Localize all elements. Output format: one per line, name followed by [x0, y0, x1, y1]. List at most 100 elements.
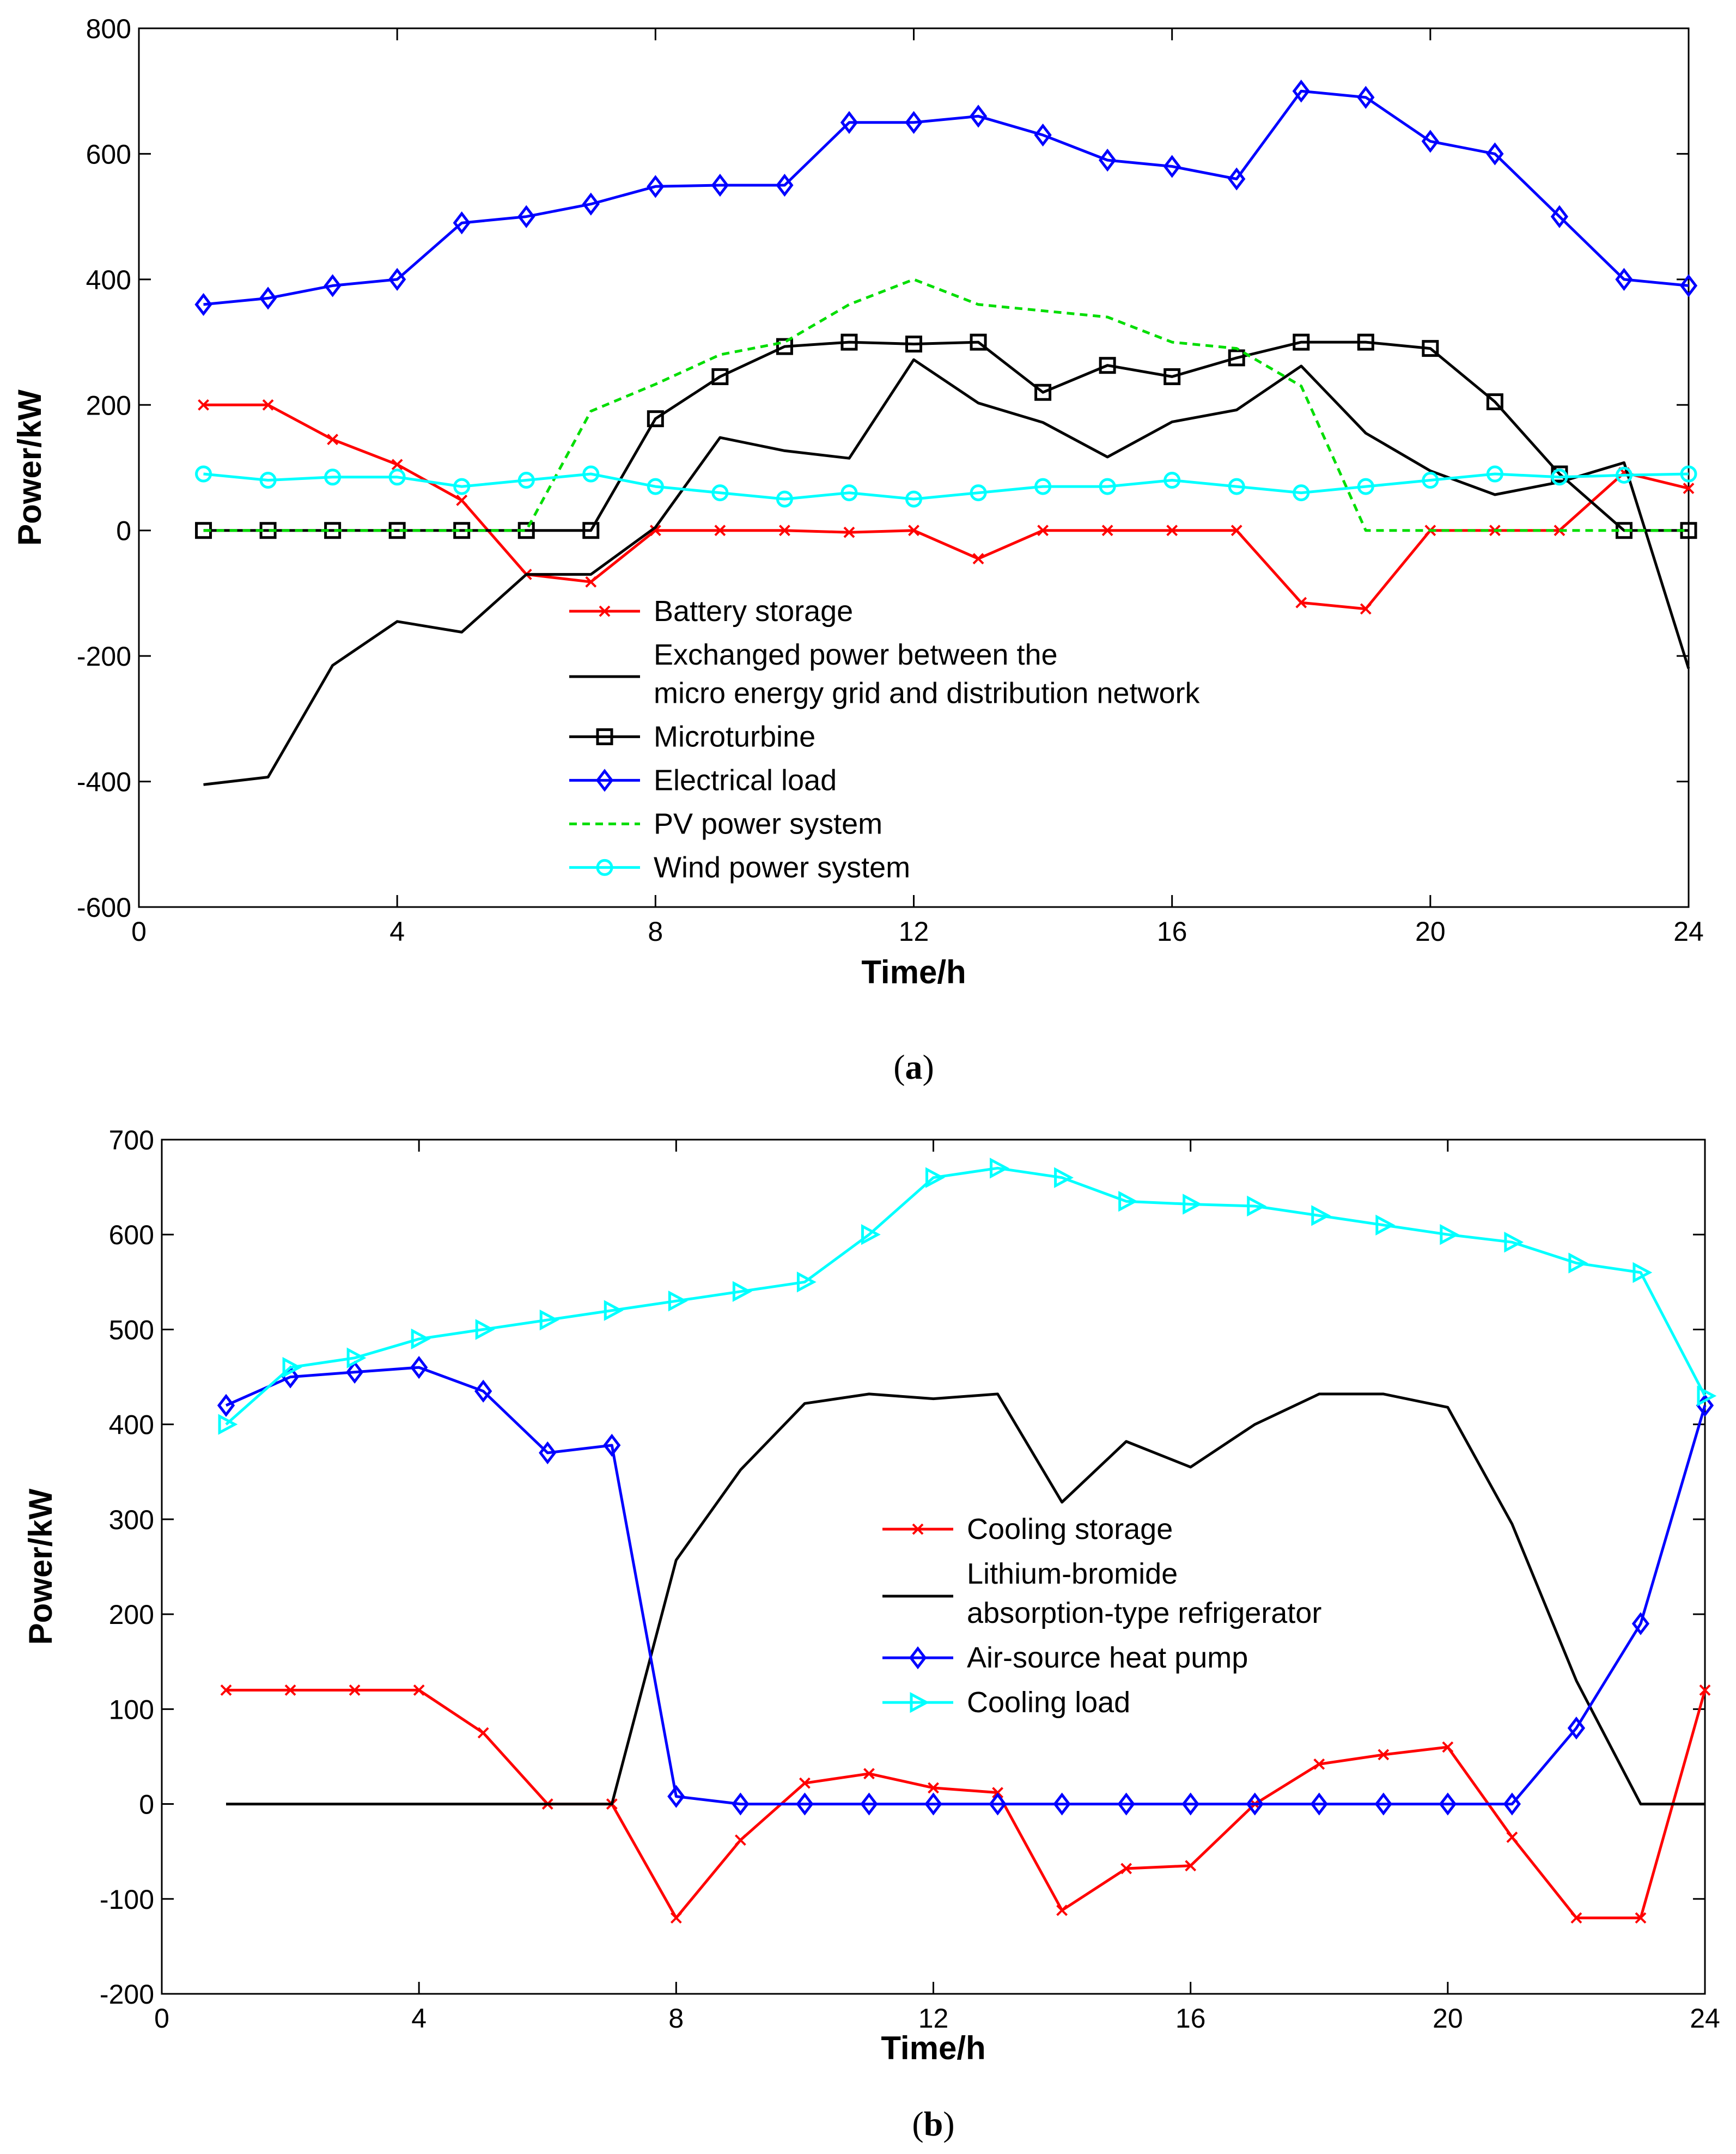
data-point	[905, 490, 922, 508]
data-point	[647, 478, 664, 495]
x-tick-label: 16	[1175, 2003, 1206, 2034]
data-point	[1567, 1717, 1586, 1740]
data-point	[1697, 1385, 1717, 1407]
legend-a: Battery storage Exchanged power between …	[569, 595, 1200, 884]
legend-b: Cooling storage Lithium-bromide absorpti…	[882, 1513, 1321, 1719]
legend-label: PV power system	[654, 807, 882, 840]
data-point	[1360, 603, 1372, 615]
panel-caption-b: (b)	[912, 2104, 954, 2143]
data-point	[860, 1792, 878, 1816]
data-point	[1293, 484, 1310, 502]
data-point	[259, 287, 277, 310]
series-exchanged-power-between-the	[203, 358, 1690, 786]
data-point	[324, 468, 342, 486]
legend-label: Air-source heat pump	[967, 1641, 1248, 1674]
data-point	[1570, 1912, 1582, 1924]
data-point	[1098, 148, 1117, 172]
data-point	[711, 484, 729, 502]
caption-close: )	[943, 2104, 954, 2143]
data-point	[1101, 525, 1113, 537]
data-point	[1163, 155, 1181, 178]
x-tick-label: 12	[918, 2003, 949, 2034]
data-point	[925, 1167, 945, 1188]
series-battery-storage	[198, 399, 1695, 615]
x-axis-label-b: Time/h	[881, 2030, 985, 2066]
y-tick-label: -200	[77, 641, 131, 672]
data-point	[539, 1441, 557, 1465]
data-point	[861, 1224, 881, 1245]
y-tick-label: 700	[109, 1125, 154, 1155]
y-tick-label: 200	[109, 1599, 154, 1630]
data-point	[1034, 478, 1052, 495]
data-point	[282, 1356, 302, 1378]
y-axis-label-a: Power/kW	[11, 390, 48, 546]
data-point	[1633, 1262, 1653, 1283]
data-point	[776, 490, 793, 508]
data-point	[840, 333, 858, 351]
data-point	[779, 525, 790, 537]
data-point	[1699, 1684, 1711, 1696]
y-tick-label: 0	[116, 516, 131, 546]
y-tick-label: 300	[109, 1505, 154, 1535]
series-line	[226, 1689, 1707, 1920]
x-axis-label-a: Time/h	[861, 954, 966, 990]
data-point	[475, 1319, 495, 1340]
legend-label: Microturbine	[654, 720, 815, 753]
data-point	[1228, 349, 1245, 367]
data-point	[990, 1158, 1009, 1179]
legend-label: Cooling storage	[967, 1513, 1173, 1545]
data-point	[1292, 80, 1310, 103]
series-line	[203, 340, 1689, 532]
data-point	[1550, 205, 1569, 228]
y-axis-label-b: Power/kW	[22, 1488, 59, 1645]
data-point	[1568, 1252, 1588, 1274]
data-point	[776, 338, 793, 355]
data-point	[969, 105, 988, 128]
data-point	[1034, 384, 1052, 401]
caption-open: (	[893, 1048, 905, 1086]
y-tick-label: -400	[77, 767, 131, 798]
data-point	[840, 484, 858, 502]
data-point	[1504, 1231, 1524, 1253]
data-point	[262, 399, 274, 411]
data-point	[1378, 1749, 1390, 1761]
data-point	[647, 410, 664, 428]
data-point	[474, 1379, 492, 1403]
y-tick-label: -600	[77, 892, 131, 923]
legend-label: Battery storage	[654, 595, 853, 628]
series-electrical-load	[194, 80, 1698, 317]
data-point	[410, 1356, 428, 1379]
data-point	[1164, 472, 1181, 489]
data-point	[603, 1433, 621, 1457]
data-point	[1375, 1214, 1396, 1236]
data-point	[863, 1768, 875, 1780]
data-point	[1680, 465, 1697, 483]
y-tick-label: 600	[109, 1220, 154, 1250]
data-point	[1120, 1863, 1132, 1875]
data-point	[776, 173, 794, 197]
data-point	[1246, 1792, 1264, 1816]
data-point	[1374, 1792, 1392, 1816]
data-point	[194, 293, 212, 317]
data-point	[345, 1360, 364, 1384]
x-tick-label: 0	[131, 916, 147, 947]
data-point	[413, 1684, 425, 1696]
data-point	[517, 205, 535, 228]
series-line	[225, 1166, 1707, 1426]
data-point	[711, 173, 729, 197]
data-point	[734, 1834, 746, 1846]
panel-caption-a: (a)	[893, 1048, 934, 1086]
data-point	[924, 1792, 942, 1816]
data-point	[1183, 1194, 1202, 1215]
caption-open: (	[912, 2104, 923, 2143]
data-point	[1440, 1224, 1460, 1245]
data-point	[1247, 1195, 1267, 1217]
series-line	[203, 403, 1689, 611]
series-pv-power-system	[203, 278, 1689, 532]
x-tick-label: 24	[1690, 2003, 1720, 2034]
data-point	[453, 211, 471, 235]
data-point	[349, 1684, 361, 1696]
data-point	[1054, 1167, 1074, 1188]
series-cooling-load	[218, 1158, 1717, 1435]
x-tick-label: 8	[648, 916, 663, 947]
